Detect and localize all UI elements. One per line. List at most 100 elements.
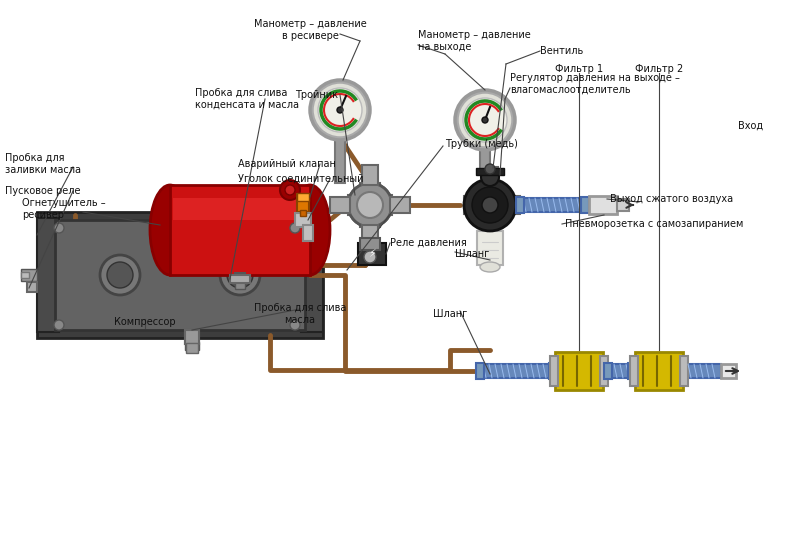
Bar <box>37 218 59 332</box>
Bar <box>330 197 350 213</box>
Circle shape <box>348 183 392 227</box>
Circle shape <box>357 192 383 218</box>
Bar <box>297 194 309 212</box>
Bar <box>680 356 688 386</box>
Text: Регулятор давления на выходе –
влагомаслоотделитель: Регулятор давления на выходе – влагомасл… <box>510 73 680 95</box>
Text: Пробка для слива
конденсата и масла: Пробка для слива конденсата и масла <box>195 88 299 110</box>
Circle shape <box>318 88 362 132</box>
Circle shape <box>290 320 300 330</box>
Text: Пробка для
заливки масла: Пробка для заливки масла <box>5 153 81 175</box>
Text: Шланг: Шланг <box>433 309 467 319</box>
Bar <box>477 231 503 265</box>
Bar <box>635 352 683 390</box>
Circle shape <box>356 191 384 219</box>
Bar <box>555 352 603 390</box>
Circle shape <box>485 164 495 174</box>
Circle shape <box>337 107 343 113</box>
Circle shape <box>290 223 300 233</box>
Bar <box>476 168 504 175</box>
Circle shape <box>457 92 513 148</box>
Text: Тройник: Тройник <box>295 90 338 100</box>
Bar <box>480 148 490 173</box>
Text: Трубки (медь): Трубки (медь) <box>445 139 518 149</box>
Bar <box>230 275 250 283</box>
Bar <box>185 330 199 344</box>
Circle shape <box>312 82 368 138</box>
Bar <box>235 281 245 289</box>
Circle shape <box>54 223 64 233</box>
Text: Манометр – давление
в ресивере: Манометр – давление в ресивере <box>254 19 366 41</box>
Circle shape <box>348 183 392 227</box>
Bar <box>686 364 721 378</box>
Text: Выход сжатого воздуха: Выход сжатого воздуха <box>610 194 733 204</box>
Bar <box>362 225 378 245</box>
Bar <box>604 363 612 379</box>
Bar <box>300 210 306 216</box>
Bar <box>520 198 585 212</box>
Bar <box>721 364 736 378</box>
Bar <box>170 185 310 275</box>
Bar <box>303 225 313 241</box>
Bar <box>301 218 323 332</box>
Bar <box>27 282 37 292</box>
Text: Аварийный клапан: Аварийный клапан <box>238 159 336 169</box>
Bar <box>55 220 305 330</box>
Bar <box>480 364 551 378</box>
Bar <box>21 269 37 281</box>
Bar <box>496 196 520 214</box>
Circle shape <box>482 197 498 213</box>
Text: Реле давления: Реле давления <box>390 238 466 248</box>
Bar <box>464 196 484 214</box>
Bar <box>335 138 345 183</box>
Ellipse shape <box>150 185 190 275</box>
Text: Пусковое реле: Пусковое реле <box>5 186 81 196</box>
Bar <box>550 356 558 386</box>
Circle shape <box>54 320 64 330</box>
Text: Огнетушитель –
ресивер: Огнетушитель – ресивер <box>22 198 106 220</box>
Bar <box>390 197 410 213</box>
Bar <box>185 330 199 344</box>
Bar <box>630 356 638 386</box>
Bar <box>516 197 524 213</box>
Bar <box>235 273 245 283</box>
Bar <box>476 363 484 379</box>
Circle shape <box>280 180 300 200</box>
Text: Пневморозетка с самозапиранием: Пневморозетка с самозапиранием <box>565 219 743 229</box>
Bar <box>362 165 378 185</box>
Circle shape <box>481 168 499 186</box>
Bar <box>360 183 380 227</box>
Text: Вентиль: Вентиль <box>540 46 583 56</box>
Bar <box>589 196 617 214</box>
Circle shape <box>463 98 507 142</box>
Bar <box>600 356 608 386</box>
Text: Фильтр 2: Фильтр 2 <box>635 64 683 74</box>
Circle shape <box>100 255 140 295</box>
Bar <box>173 198 307 220</box>
Circle shape <box>482 117 488 123</box>
Text: Уголок соединительный: Уголок соединительный <box>238 174 363 184</box>
Circle shape <box>107 262 133 288</box>
Bar <box>297 193 309 201</box>
Bar <box>295 213 311 227</box>
Text: Пробка для слива
масла: Пробка для слива масла <box>254 303 346 325</box>
Circle shape <box>472 187 508 223</box>
Text: ⚡: ⚡ <box>368 249 376 259</box>
Text: Манометр – давление
на выходе: Манометр – давление на выходе <box>418 30 530 52</box>
Bar <box>482 167 498 179</box>
Text: Фильтр 1: Фильтр 1 <box>555 64 603 74</box>
Bar <box>549 363 557 379</box>
Bar <box>348 195 392 215</box>
Circle shape <box>364 251 376 263</box>
Circle shape <box>464 179 516 231</box>
Bar <box>37 212 323 338</box>
Text: Вход: Вход <box>738 121 763 131</box>
Bar <box>170 185 310 275</box>
Bar <box>358 243 386 265</box>
Bar <box>21 272 29 278</box>
Circle shape <box>227 262 253 288</box>
Bar <box>185 342 199 350</box>
Bar <box>628 363 636 379</box>
Bar <box>581 197 589 213</box>
Ellipse shape <box>290 185 330 275</box>
Circle shape <box>285 185 295 195</box>
